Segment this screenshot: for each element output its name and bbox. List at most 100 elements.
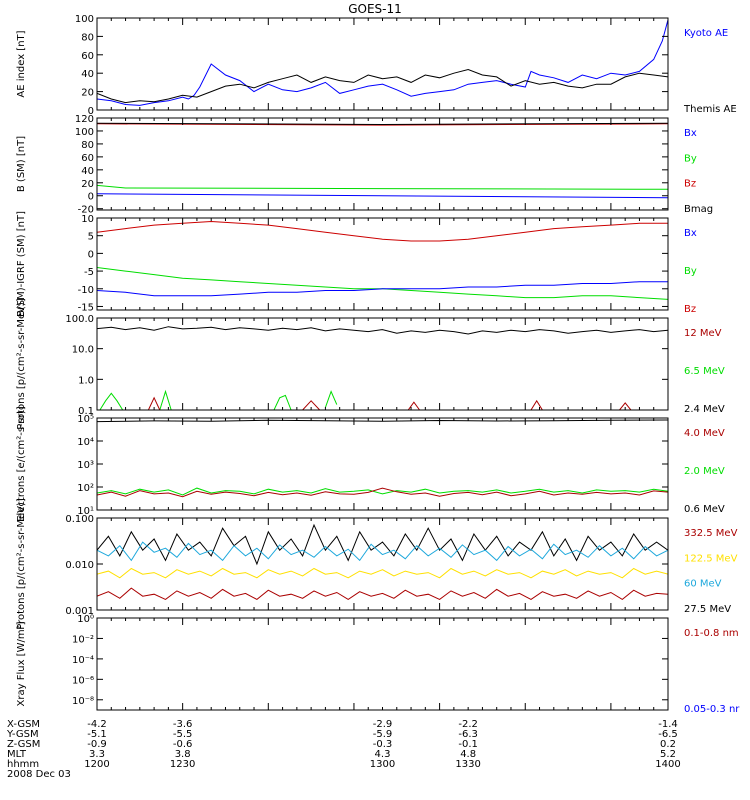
- legend-protons1-1: 6.5 MeV: [684, 366, 725, 377]
- ephem-value: 3.3: [89, 749, 105, 760]
- ephem-label: hhmm: [7, 759, 39, 770]
- ephem-label: MLT: [7, 749, 27, 760]
- ytick-label: 20: [81, 88, 94, 99]
- ytick-label: 10⁰: [77, 614, 94, 625]
- ytick-label: 5: [88, 232, 94, 243]
- ephem-value: -5.5: [173, 729, 193, 740]
- ytick-label: 10¹: [77, 506, 94, 517]
- ytick-label: 10: [81, 214, 94, 225]
- legend-bsm-2: Bz: [684, 179, 696, 190]
- ylabel-protons1: Protons [p/(cm²-s-sr-MeV)]: [16, 298, 27, 430]
- ephem-label: X-GSM: [7, 719, 40, 730]
- series-electrons-0: [97, 419, 668, 423]
- legend-xray-0: 0.1-0.8 nm: [684, 628, 739, 639]
- series-protons2-2: [97, 567, 668, 579]
- ephem-value: -3.6: [173, 719, 193, 730]
- legend-xray-1: 0.05-0.3 nr: [684, 704, 740, 715]
- series-bsm-2: [97, 123, 668, 126]
- ephem-value: -0.3: [373, 739, 393, 750]
- series-protons1-6: [302, 400, 321, 410]
- ytick-label: 0: [88, 192, 94, 203]
- ytick-label: 0: [88, 106, 94, 117]
- ephem-label: Z-GSM: [7, 739, 40, 750]
- ytick-label: -10: [78, 285, 94, 296]
- series-protons2-1: [97, 541, 668, 562]
- ytick-label: 1.0: [78, 375, 94, 386]
- ytick-label: 80: [81, 140, 94, 151]
- panel-ae: 0 20 40 60 80 100 AE index [nT] Kyoto AE Themis …: [16, 14, 737, 117]
- ytick-label: 0.001: [65, 606, 94, 617]
- panel-protons2: 0.001 0.010 0.100 Protons [p/(cm²-s-sr-MeV)…: [16, 498, 738, 630]
- ytick-label: 40: [81, 166, 94, 177]
- ephem-value: -0.9: [87, 739, 107, 750]
- ytick-label: 10⁻⁶: [72, 675, 94, 686]
- ytick-label: 60: [81, 153, 94, 164]
- series-protons1-0: [97, 326, 668, 335]
- ytick-label: 20: [81, 179, 94, 190]
- ytick-label: -20: [78, 205, 94, 216]
- legend-bigrf-0: Bx: [684, 228, 697, 239]
- series-protons1-3: [273, 394, 292, 410]
- series-protons2-3: [97, 587, 668, 601]
- series-bsm-3: [97, 122, 668, 126]
- ephem-value: -2.9: [373, 719, 393, 730]
- ytick-label: 10.0: [72, 345, 94, 356]
- ephem-value: 4.3: [375, 749, 391, 760]
- ytick-label: 0.100: [65, 514, 94, 525]
- series-protons1-1: [99, 392, 124, 410]
- legend-bigrf-2: Bz: [684, 304, 696, 315]
- ytick-label: 100.0: [65, 314, 94, 325]
- legend-protons2-2: 60 MeV: [684, 579, 722, 590]
- series-protons1-2: [159, 389, 172, 410]
- legend-ae-1: Themis AE: [683, 104, 737, 115]
- series-ae-1: [97, 68, 668, 104]
- ylabel-electrons: Electrons [e/(cm²-s-sr)]: [16, 406, 27, 522]
- ephem-value: 5.2: [660, 749, 676, 760]
- ephem-value: 1300: [370, 759, 395, 770]
- ephem-value: 1330: [455, 759, 480, 770]
- ephem-value: 3.8: [175, 749, 191, 760]
- panel-bsm: -20 0 20 40 60 80 100 120 B (SM) [nT] Bx By Bz Bmag: [16, 114, 713, 216]
- ytick-label: 60: [81, 51, 94, 62]
- legend-protons2-1: 122.5 MeV: [684, 553, 738, 564]
- legend-bsm-1: By: [684, 153, 697, 164]
- panel-xray: 10⁻⁸ 10⁻⁶ 10⁻⁴ 10⁻² 10⁰ Xray Flux [W/m²] 0.1-0…: [16, 614, 740, 715]
- date-label: 2008 Dec 03: [7, 769, 71, 780]
- legend-protons1-2: 2.4 MeV: [684, 404, 725, 415]
- legend-electrons-0: 4.0 MeV: [684, 428, 725, 439]
- series-protons1-7: [407, 401, 421, 410]
- series-bsm-0: [97, 193, 668, 199]
- panel-electrons: 10¹ 10² 10³ 10⁴ 10⁵ Electrons [e/(cm²-s-sr)] 4…: [16, 406, 725, 522]
- legend-electrons-1: 2.0 MeV: [684, 466, 725, 477]
- ephemeris-table: X-GSM -4.2 -3.6 -2.9 -2.2 -1.4 Y-GSM -5.1 -5.5 -5…: [6, 719, 681, 780]
- ytick-label: 120: [75, 114, 94, 125]
- series-electrons-2: [97, 487, 668, 498]
- series-bigrf-0: [97, 220, 668, 242]
- series-protons1-5: [147, 396, 161, 410]
- ephem-value: 0.2: [660, 739, 676, 750]
- panel-protons1: 0.1 1.0 10.0 100.0 Protons [p/(cm²-s-sr-MeV)…: [16, 298, 725, 430]
- series-ae-0: [97, 19, 668, 106]
- ephem-value: -5.9: [373, 729, 393, 740]
- panel-bigrf: -15 -10 -5 0 5 10 B(SM)-IGRF (SM) [nT] Bx By Bz: [16, 211, 697, 317]
- ephem-value: -2.2: [458, 719, 478, 730]
- ylabel-bsm: B (SM) [nT]: [16, 136, 27, 192]
- series-bigrf-2: [97, 281, 668, 297]
- ytick-label: 100: [75, 127, 94, 138]
- ytick-label: 10⁻⁸: [72, 696, 94, 707]
- legend-bigrf-1: By: [684, 266, 697, 277]
- series-bsm-1: [97, 184, 668, 190]
- ytick-label: -5: [84, 267, 94, 278]
- ephem-value: -6.3: [458, 729, 478, 740]
- ephem-value: -4.2: [87, 719, 107, 730]
- ylabel-ae: AE index [nT]: [16, 30, 27, 97]
- series-protons1-9: [619, 402, 632, 410]
- legend-protons1-0: 12 MeV: [684, 328, 722, 339]
- ephem-value: 1230: [170, 759, 195, 770]
- ephem-label: Y-GSM: [6, 729, 39, 740]
- series-protons1-8: [530, 399, 543, 410]
- ephem-value: 1200: [84, 759, 109, 770]
- legend-electrons-2: 0.6 MeV: [684, 504, 725, 515]
- figure-title: GOES-11: [348, 2, 402, 16]
